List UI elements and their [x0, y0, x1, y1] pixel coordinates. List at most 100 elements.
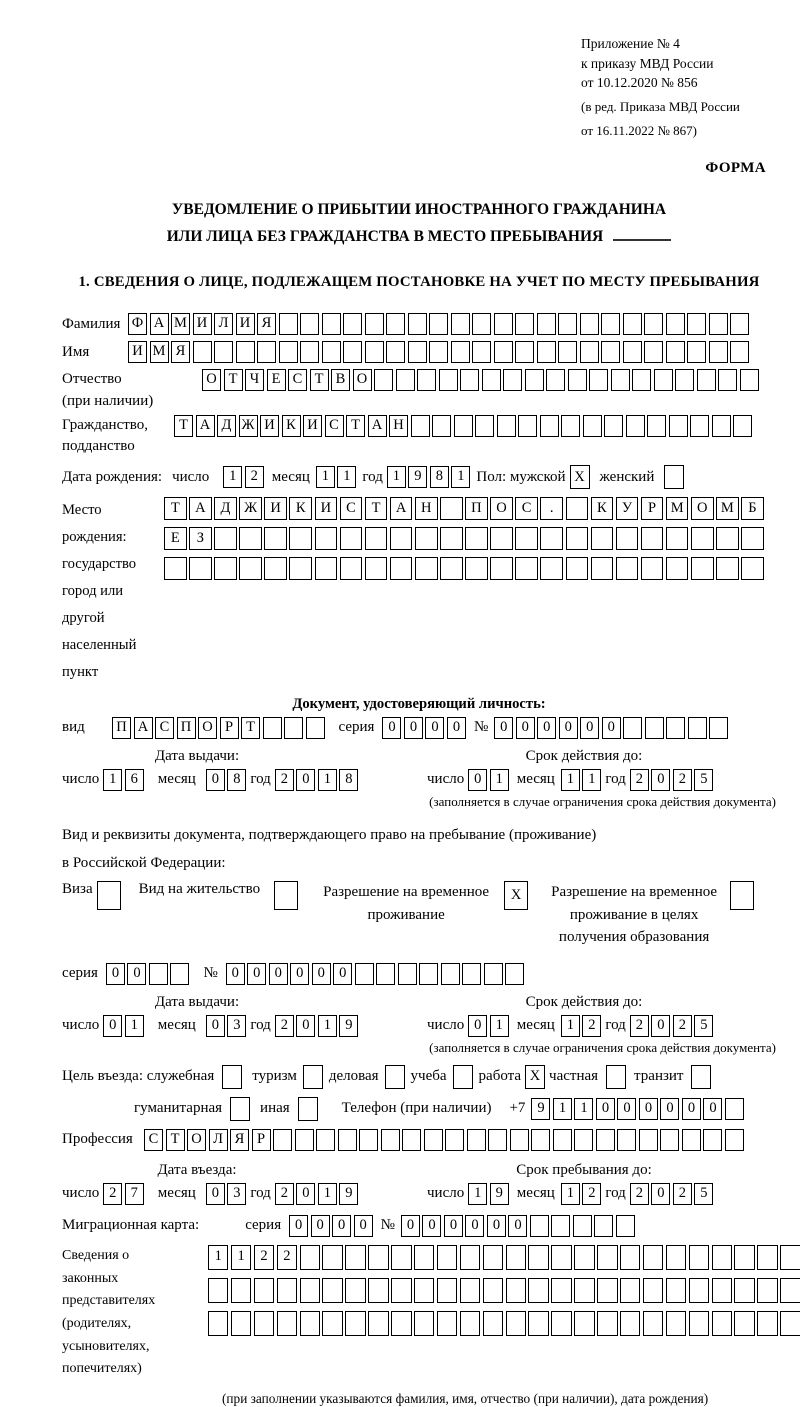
representatives-row3-field[interactable] — [208, 1310, 800, 1336]
cell: 0 — [296, 768, 316, 791]
cell — [253, 1277, 275, 1303]
purpose-other-label: иная — [260, 1100, 290, 1117]
cell — [711, 1310, 732, 1336]
cell — [660, 1128, 679, 1151]
res-series-label: серия — [62, 965, 98, 982]
cell — [208, 1277, 229, 1303]
purpose-official-checkbox[interactable] — [222, 1064, 243, 1089]
cell: В — [331, 369, 350, 392]
cell — [483, 962, 503, 985]
cell: Ж — [238, 414, 258, 437]
cell — [389, 527, 413, 551]
year-label: год — [605, 1185, 626, 1202]
visa-checkbox[interactable] — [96, 881, 121, 911]
cell — [321, 341, 341, 364]
purpose-private-checkbox[interactable] — [606, 1064, 627, 1089]
purpose-business-checkbox[interactable] — [384, 1064, 405, 1089]
purpose-tourism-checkbox[interactable] — [302, 1064, 323, 1089]
cell — [276, 1277, 298, 1303]
year-label: год — [250, 1185, 271, 1202]
cell — [192, 341, 212, 364]
cell: 2 — [276, 1244, 298, 1270]
sex-male-checkbox[interactable]: X — [569, 465, 590, 490]
birthplace-row3-field[interactable] — [164, 557, 764, 581]
cell — [436, 1277, 458, 1303]
cell: 2 — [629, 1014, 649, 1037]
cell — [528, 1277, 549, 1303]
purpose-study-checkbox[interactable] — [452, 1064, 473, 1089]
temp-residence-education-checkbox[interactable] — [730, 881, 755, 911]
purpose-transit-checkbox[interactable] — [691, 1064, 712, 1089]
month-label: месяц — [157, 1185, 196, 1202]
form-page: Приложение № 4 к приказу МВД России от 1… — [62, 36, 800, 1406]
cell: К — [289, 497, 313, 521]
residence-permit-checkbox[interactable] — [274, 881, 299, 911]
cell: 0 — [558, 716, 578, 739]
cell: 0 — [103, 1014, 123, 1037]
purpose-work-checkbox[interactable]: X — [525, 1064, 546, 1089]
purpose-other-checkbox[interactable] — [297, 1096, 318, 1121]
cell: 2 — [274, 1014, 294, 1037]
cell — [299, 1244, 320, 1270]
representatives-row2-field[interactable] — [208, 1277, 800, 1303]
cell — [642, 1310, 664, 1336]
cell — [668, 414, 688, 437]
patronymic-label: Отчество (при наличии) — [62, 371, 154, 409]
cell — [214, 341, 233, 364]
day-label: число — [427, 1185, 465, 1202]
cell: 0 — [268, 962, 288, 985]
temp-residence-checkbox[interactable]: X — [504, 881, 529, 911]
cell — [239, 527, 262, 551]
migcard-number-label: № — [380, 1217, 395, 1234]
cell — [214, 557, 237, 581]
cell — [579, 341, 599, 364]
sex-female-checkbox[interactable] — [664, 465, 685, 490]
title-line2: ИЛИ ЛИЦА БЕЗ ГРАЖДАНСТВА В МЕСТО ПРЕБЫВА… — [62, 224, 776, 250]
cell — [515, 527, 538, 551]
cell — [262, 716, 282, 739]
cell: Ч — [245, 369, 264, 392]
purpose-humanitarian-checkbox[interactable] — [230, 1096, 251, 1121]
cell: 2 — [672, 768, 692, 791]
cell: 0 — [651, 1014, 671, 1037]
section1-title: 1. СВЕДЕНИЯ О ЛИЦЕ, ПОДЛЕЖАЩЕМ ПОСТАНОВК… — [78, 274, 760, 291]
cell — [638, 1128, 658, 1151]
